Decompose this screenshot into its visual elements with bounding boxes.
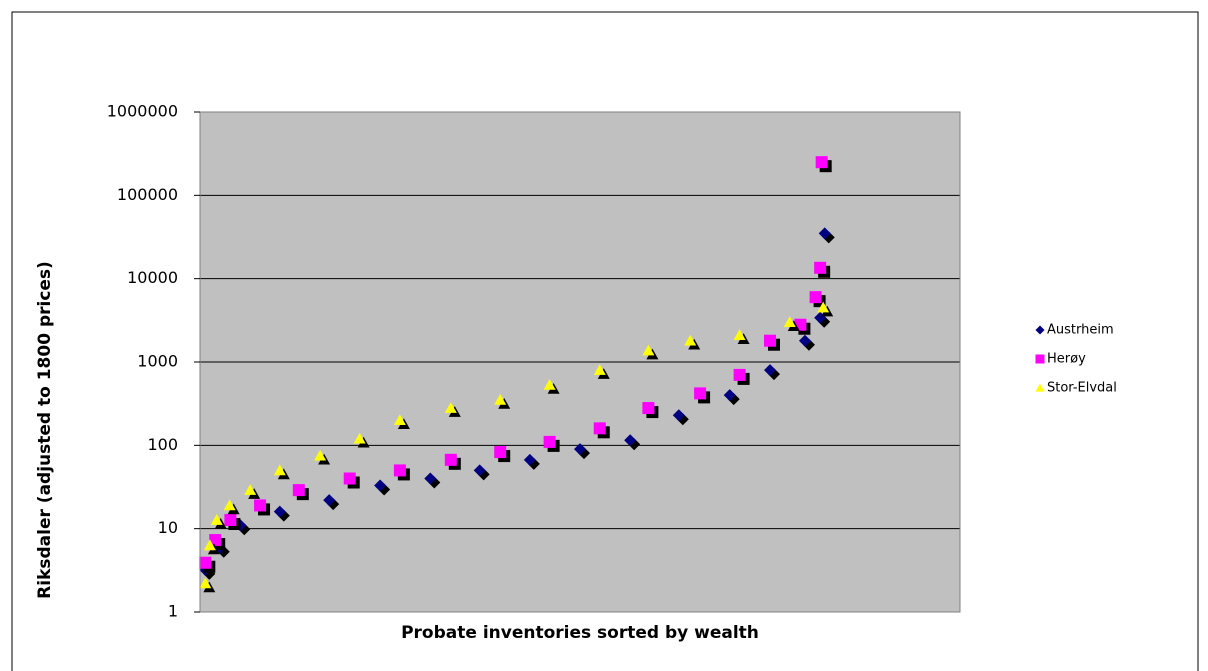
legend-marker [1035, 383, 1045, 392]
marker [473, 464, 486, 477]
marker [494, 393, 507, 405]
y-tick-label: 100 [147, 435, 178, 454]
marker [393, 414, 406, 426]
marker [223, 499, 236, 511]
marker [817, 301, 830, 313]
y-tick-label: 1000 [137, 352, 178, 371]
y-tick-label: 100000 [117, 185, 178, 204]
marker [672, 409, 685, 422]
legend-label: Austrheim [1047, 323, 1114, 338]
marker [273, 464, 286, 476]
marker [733, 329, 746, 340]
marker [642, 402, 655, 415]
marker [593, 422, 606, 435]
marker [254, 499, 267, 512]
marker [314, 449, 327, 461]
marker [523, 453, 536, 466]
marker [424, 472, 437, 485]
marker [199, 577, 212, 589]
marker [444, 453, 457, 466]
marker [642, 344, 655, 356]
legend-marker [1035, 354, 1045, 364]
marker [684, 334, 697, 346]
marker [818, 227, 831, 240]
y-tick-label: 10000 [127, 268, 178, 287]
marker [292, 484, 305, 497]
y-tick-label: 1 [168, 602, 178, 621]
marker [244, 484, 257, 495]
marker [444, 402, 457, 413]
legend-label: Stor-Elvdal [1047, 381, 1117, 396]
marker [343, 472, 356, 485]
marker [199, 556, 212, 569]
marker [809, 291, 822, 304]
y-axis-title: Riksdaler (adjusted to 1800 prices) [35, 261, 55, 599]
x-axis-title: Probate inventories sorted by wealth [401, 623, 759, 643]
marker [624, 434, 637, 447]
y-tick-label: 10 [158, 518, 178, 537]
marker [273, 505, 286, 518]
marker [574, 443, 586, 456]
marker [393, 464, 406, 477]
marker [733, 368, 746, 381]
marker [543, 378, 556, 390]
marker [814, 261, 827, 274]
marker [764, 364, 776, 377]
marks [199, 156, 835, 593]
marker [694, 387, 707, 400]
marker [798, 334, 811, 347]
marker [593, 364, 606, 375]
legend-marker [1035, 325, 1045, 335]
y-tick-label: 1000000 [107, 102, 178, 121]
marker [543, 435, 556, 448]
marker [323, 494, 336, 507]
marker [210, 514, 223, 525]
marker [783, 316, 796, 328]
marker [353, 432, 366, 444]
marker [494, 446, 507, 459]
legend-label: Herøy [1047, 352, 1086, 367]
marker [209, 534, 222, 547]
marker [764, 334, 776, 347]
marker [815, 156, 828, 169]
marker [224, 514, 237, 527]
marker [203, 539, 216, 551]
marker [374, 479, 387, 492]
marker [723, 389, 736, 402]
